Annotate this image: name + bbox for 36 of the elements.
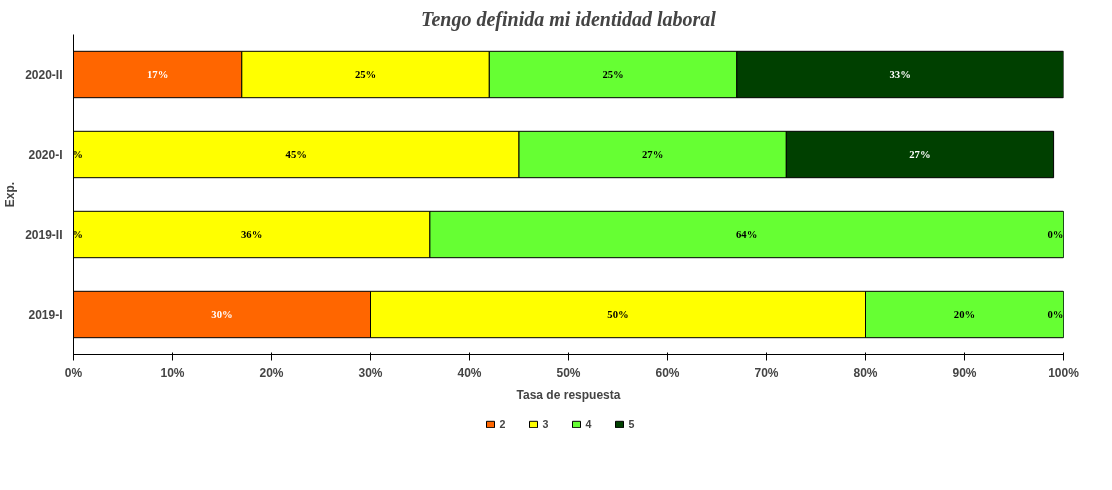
x-tick-label: 70% [754, 365, 779, 380]
data-label: 27% [909, 149, 931, 160]
data-label: 33% [889, 69, 911, 80]
data-label: 25% [602, 69, 624, 80]
x-tick-label: 40% [457, 365, 482, 380]
x-tick-label: 90% [952, 365, 977, 380]
y-axis-title: Exp. [3, 181, 18, 208]
x-tick-label: 0% [64, 365, 83, 380]
chart-title: Tengo definida mi identidad laboral [421, 7, 717, 31]
x-tick-label: 60% [655, 365, 680, 380]
y-tick-label: 2020-II [25, 67, 63, 82]
legend-label: 2 [499, 418, 507, 430]
y-tick-label: 2020-I [28, 147, 63, 162]
data-label: 25% [354, 69, 377, 80]
y-tick-label: 2019-II [25, 227, 63, 242]
x-tick-label: 100% [1048, 365, 1080, 380]
data-label: 27% [641, 149, 664, 160]
data-label: 0% [1047, 229, 1064, 240]
data-label: 45% [285, 149, 307, 160]
x-tick-label: 50% [556, 365, 581, 380]
x-tick-label: 10% [160, 365, 185, 380]
legend-label: 4 [585, 418, 593, 430]
data-label: 20% [953, 309, 976, 320]
data-label: 30% [211, 309, 233, 320]
x-tick-label: 30% [358, 365, 383, 380]
x-axis-title: Tasa de respuesta [516, 387, 621, 402]
legend-label: 5 [628, 418, 636, 430]
data-label: 17% [146, 69, 169, 80]
data-label: 0% [1047, 309, 1064, 320]
legend-label: 3 [542, 418, 550, 430]
y-tick-label: 2019-I [28, 307, 63, 322]
x-tick-label: 20% [259, 365, 284, 380]
x-tick-label: 80% [853, 365, 878, 380]
data-label: 64% [736, 229, 758, 240]
data-label: 36% [241, 229, 263, 240]
data-label: 50% [607, 309, 629, 320]
